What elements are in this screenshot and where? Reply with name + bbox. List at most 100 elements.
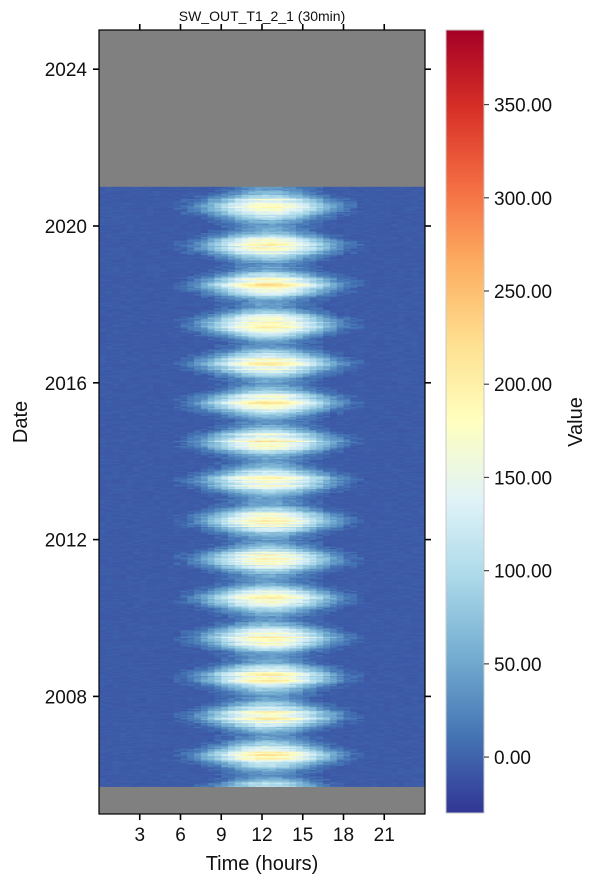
heatmap-cell	[126, 731, 134, 734]
heatmap-cell	[112, 739, 120, 742]
heatmap-cell	[289, 742, 297, 744]
heatmap-cell	[173, 770, 181, 773]
heatmap-cell	[166, 757, 175, 760]
heatmap-cell	[336, 777, 344, 780]
heatmap-cell	[363, 770, 372, 773]
heatmap-cell	[132, 760, 141, 763]
heatmap-cell	[153, 756, 161, 759]
heatmap-cell	[99, 781, 107, 784]
heatmap-cell	[221, 785, 229, 787]
heatmap-cell	[289, 778, 297, 781]
heatmap-cell	[329, 744, 338, 747]
heatmap-cell	[207, 735, 215, 738]
heatmap-cell	[234, 739, 243, 742]
heatmap-cell	[255, 785, 263, 787]
heatmap-cell	[302, 780, 310, 782]
heatmap-cell	[268, 748, 276, 751]
heatmap-cell	[105, 783, 113, 786]
heatmap-cell	[166, 768, 175, 770]
heatmap-cell	[370, 780, 378, 782]
heatmap-cell	[255, 770, 263, 773]
heatmap-cell	[228, 770, 236, 773]
heatmap-cell	[363, 752, 372, 755]
heatmap-cell	[153, 757, 161, 760]
heatmap-cell	[391, 776, 399, 778]
heatmap-cell	[200, 742, 209, 744]
heatmap-cell	[153, 731, 161, 734]
heatmap-cell	[268, 766, 276, 769]
heatmap-cell	[112, 740, 120, 743]
heatmap-cell	[363, 735, 372, 738]
heatmap-cell	[316, 776, 324, 778]
heatmap-cell	[295, 774, 304, 777]
heatmap-cell	[166, 756, 175, 759]
heatmap-cell	[248, 774, 256, 777]
heatmap-cell	[268, 732, 276, 735]
heatmap-cell	[187, 773, 195, 776]
heatmap-cell	[119, 777, 127, 780]
heatmap-cell	[418, 760, 425, 763]
heatmap-cell	[391, 743, 399, 746]
heatmap-cell	[160, 763, 168, 765]
heatmap-cell	[234, 743, 243, 746]
heatmap-cell	[105, 752, 113, 755]
heatmap-cell	[160, 734, 168, 736]
heatmap-cell	[336, 753, 344, 756]
heatmap-cell	[323, 751, 331, 753]
heatmap-cell	[282, 752, 290, 755]
heatmap-cell	[187, 740, 195, 743]
heatmap-cell	[105, 777, 113, 780]
heatmap-cell	[99, 772, 107, 774]
heatmap-cell	[248, 763, 256, 765]
heatmap-cell	[139, 780, 147, 782]
heatmap-cell	[139, 751, 147, 753]
heatmap-cell	[194, 782, 202, 785]
heatmap-cell	[160, 761, 168, 764]
heatmap-cell	[105, 769, 113, 772]
heatmap-cell	[248, 756, 256, 759]
heatmap-cell	[384, 773, 392, 776]
heatmap-cell	[126, 742, 134, 744]
heatmap-cell	[153, 770, 161, 773]
heatmap-cell	[282, 780, 290, 782]
heatmap-cell	[391, 768, 399, 770]
heatmap-cell	[418, 785, 425, 787]
heatmap-cell	[207, 772, 215, 774]
heatmap-cell	[370, 768, 378, 770]
heatmap-cell	[214, 734, 222, 736]
heatmap-cell	[112, 749, 120, 752]
heatmap-cell	[391, 760, 399, 763]
heatmap-cell	[323, 768, 331, 770]
heatmap-cell	[302, 774, 310, 777]
heatmap-cell	[404, 776, 412, 778]
heatmap-cell	[343, 753, 351, 756]
heatmap-cell	[418, 738, 425, 740]
heatmap-cell	[370, 763, 378, 765]
heatmap-cell	[207, 774, 215, 777]
heatmap-cell	[248, 776, 256, 778]
heatmap-cell	[194, 778, 202, 781]
heatmap-cell	[329, 777, 338, 780]
heatmap-cell	[323, 749, 331, 752]
heatmap-cell	[418, 772, 425, 774]
heatmap-cell	[132, 749, 141, 752]
heatmap-cell	[119, 735, 127, 738]
heatmap-cell	[323, 734, 331, 736]
heatmap-cell	[166, 782, 175, 785]
heatmap-cell	[418, 755, 425, 757]
heatmap-cell	[377, 782, 385, 785]
heatmap-cell	[370, 764, 378, 767]
heatmap-cell	[207, 743, 215, 746]
heatmap-cell	[295, 765, 304, 768]
heatmap-cell	[166, 780, 175, 782]
heatmap-cell	[384, 776, 392, 778]
heatmap-cell	[221, 753, 229, 756]
heatmap-cell	[228, 732, 236, 735]
heatmap-cell	[418, 759, 425, 761]
heatmap-cell	[282, 760, 290, 763]
heatmap-cell	[384, 770, 392, 773]
heatmap-cell	[397, 749, 406, 752]
heatmap-cell	[214, 751, 222, 753]
heatmap-cell	[343, 783, 351, 786]
